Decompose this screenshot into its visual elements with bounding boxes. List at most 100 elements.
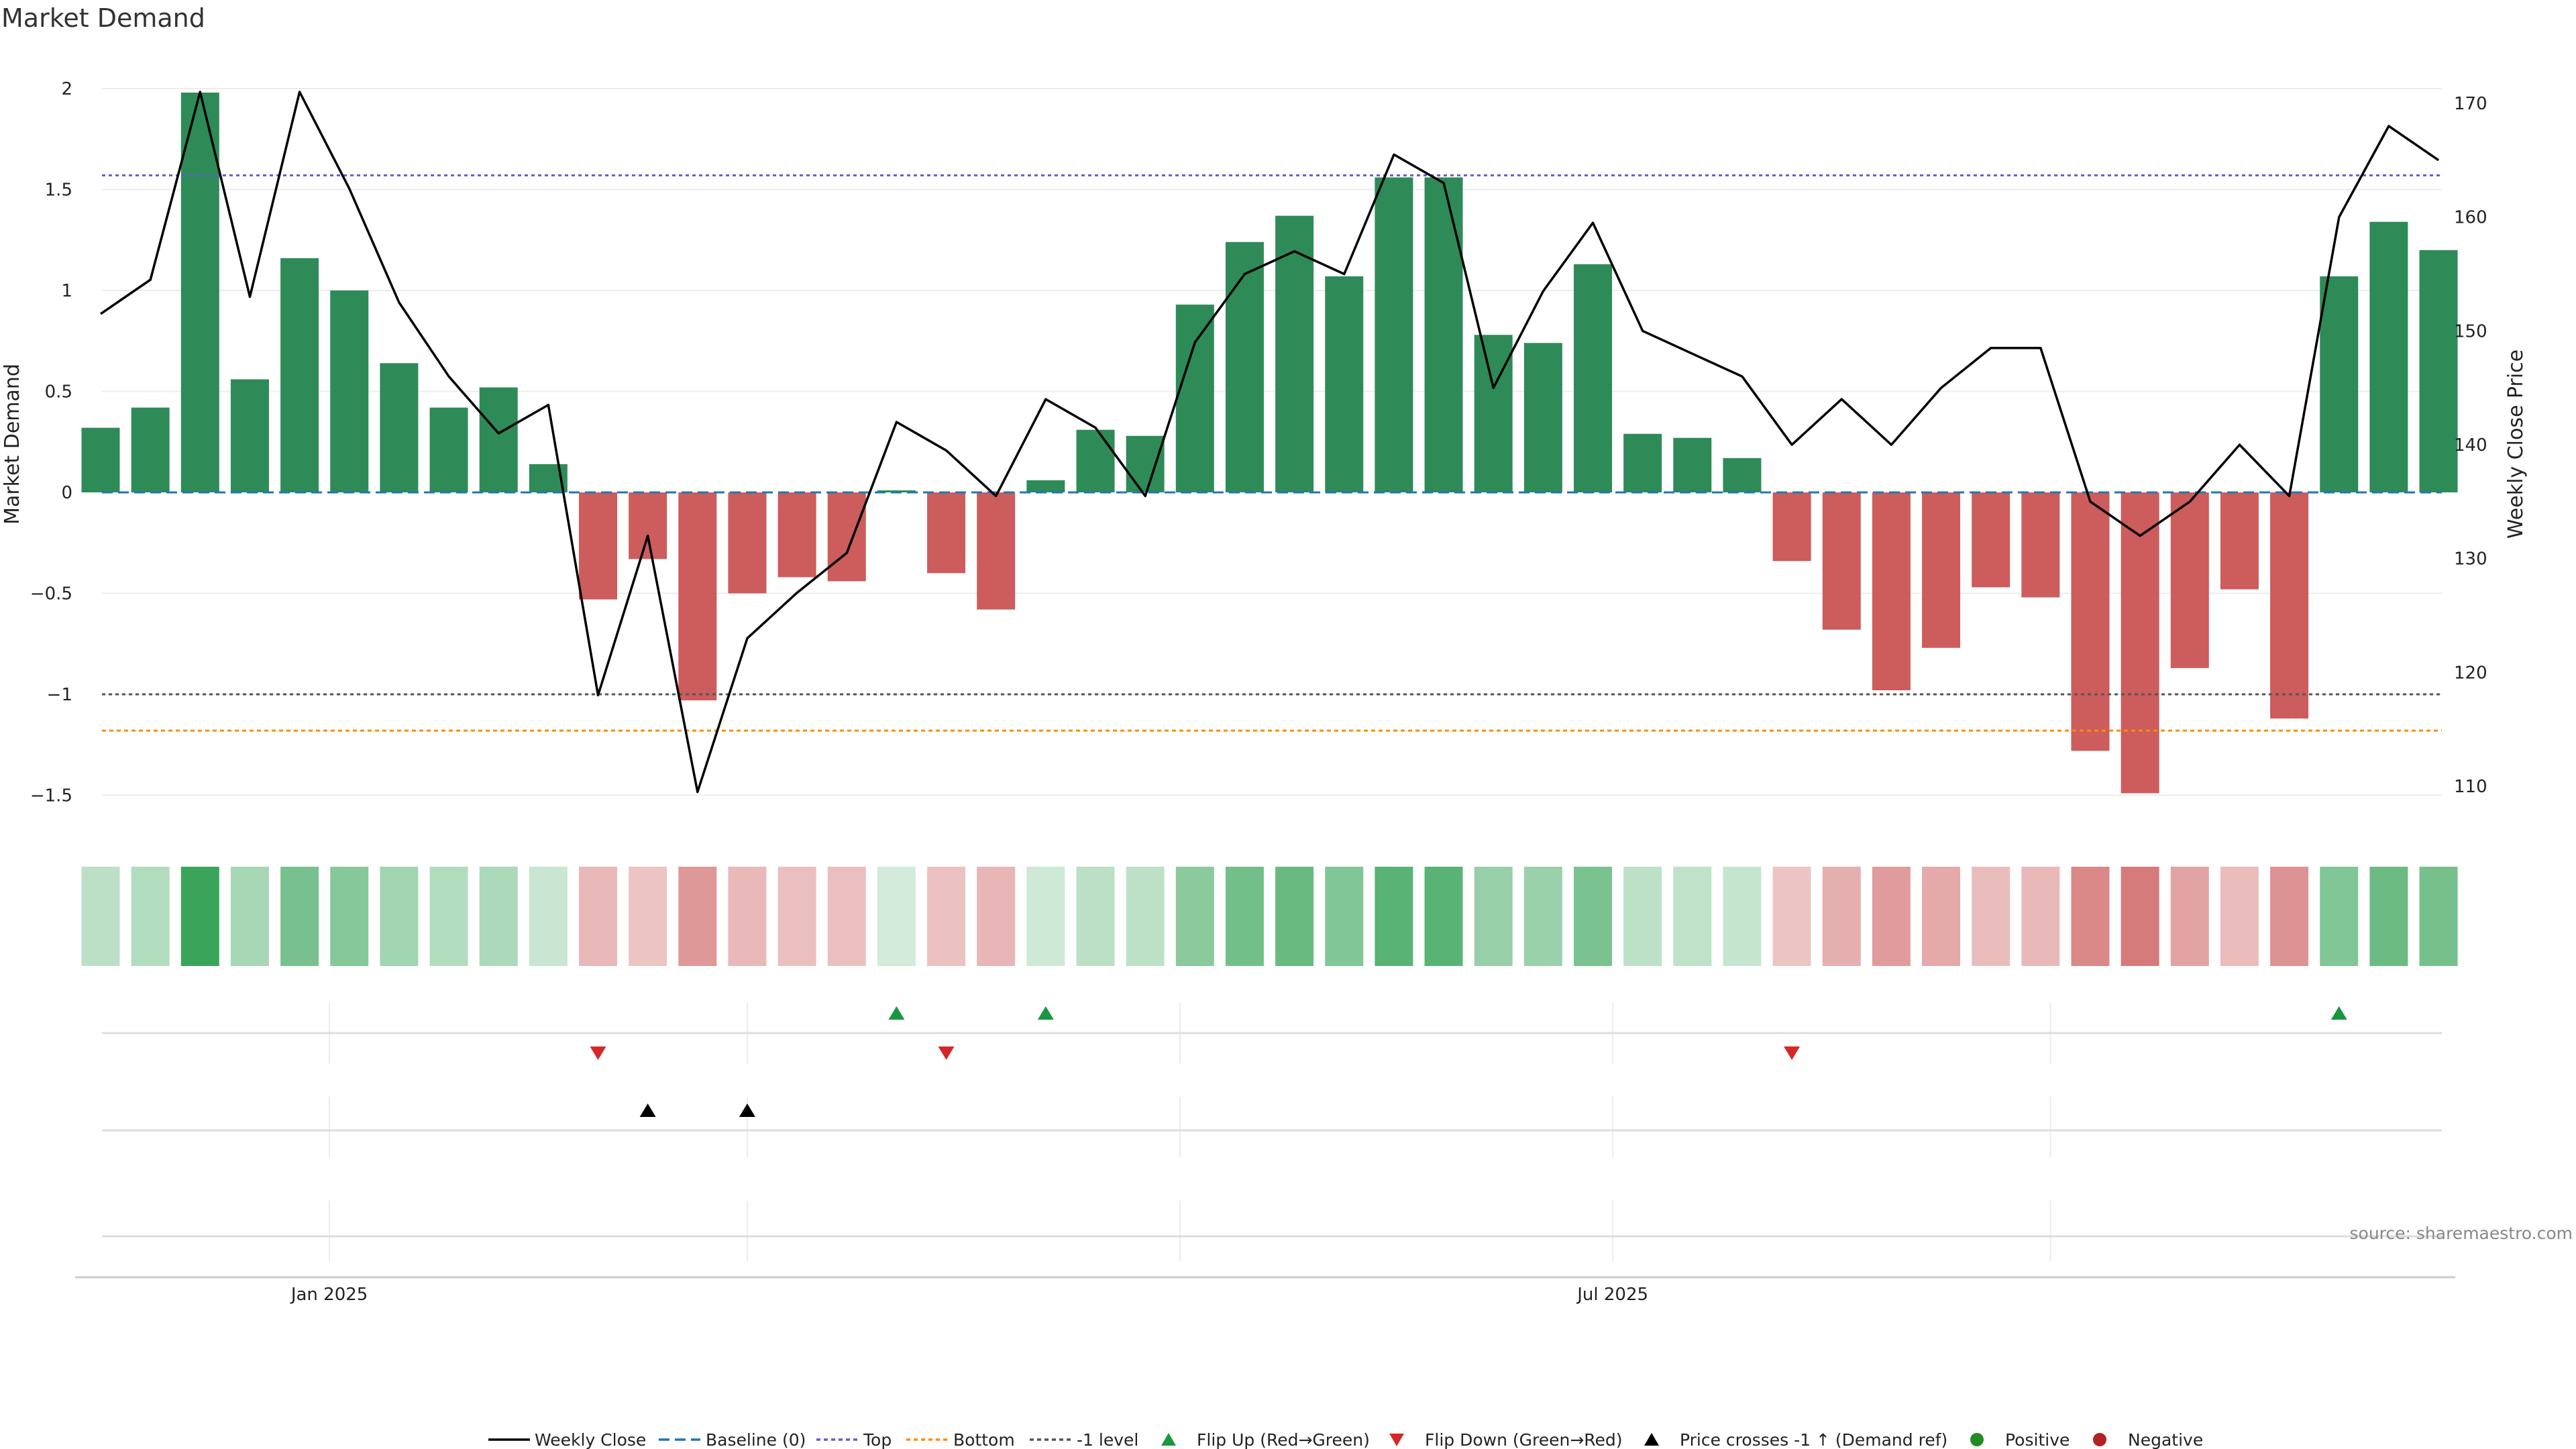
demand-heat-cell xyxy=(777,867,816,966)
chart-title: Market Demand xyxy=(1,3,205,33)
demand-heat-cell xyxy=(1026,867,1065,966)
y-tick-label-left: −0.5 xyxy=(30,584,72,604)
demand-bar xyxy=(1723,458,1762,492)
legend-label: Negative xyxy=(2128,1430,2203,1449)
demand-bar xyxy=(131,407,170,492)
demand-heat-cell xyxy=(579,867,617,966)
price-cross-panel xyxy=(102,1097,2442,1157)
flip-markers-panel xyxy=(102,1003,2442,1063)
y-axis-right: 170 160 150 140 130 120 110 xyxy=(2454,94,2487,797)
legend-label: Positive xyxy=(2005,1430,2070,1449)
flip-up-marker xyxy=(888,1006,905,1020)
demand-heat-cell xyxy=(1523,867,1562,966)
y-tick-label-right: 110 xyxy=(2454,777,2487,797)
demand-bar xyxy=(1076,429,1115,492)
x-tick-label: Jul 2025 xyxy=(1576,1285,1648,1305)
demand-bar xyxy=(777,492,816,578)
demand-heat-cell xyxy=(1175,867,1214,966)
demand-bar xyxy=(1375,177,1413,492)
legend-marker-down xyxy=(1389,1434,1404,1446)
x-axis: Jan 2025 Jul 2025 xyxy=(75,1276,2455,1305)
demand-heat-cell xyxy=(2170,867,2209,966)
demand-heat-cell xyxy=(927,867,966,966)
demand-heat-cell xyxy=(2419,867,2458,966)
legend-marker-up xyxy=(1161,1433,1176,1446)
legend-label: Price crosses -1 ↑ (Demand ref) xyxy=(1680,1430,1947,1449)
demand-heat-cell xyxy=(2021,867,2060,966)
demand-heat-cell xyxy=(1872,867,1911,966)
demand-heat-cell xyxy=(1076,867,1115,966)
demand-heat-cell xyxy=(529,867,568,966)
demand-bar xyxy=(1275,215,1314,492)
demand-heat-cell xyxy=(1723,867,1762,966)
demand-heat-cell xyxy=(1972,867,2010,966)
y-tick-label-right: 160 xyxy=(2454,208,2487,228)
sign-dot-panel xyxy=(102,1201,2442,1261)
demand-heat-cell xyxy=(2270,867,2309,966)
demand-heat-cell xyxy=(1922,867,1961,966)
demand-bar xyxy=(1225,241,1264,492)
demand-heat-cell xyxy=(2121,867,2159,966)
demand-bar xyxy=(1623,433,1662,492)
y-tick-label-left: 0 xyxy=(61,483,72,503)
demand-heat-cell xyxy=(429,867,468,966)
demand-heat-cell xyxy=(1822,867,1861,966)
x-tick-label: Jan 2025 xyxy=(290,1285,368,1305)
legend-label: -1 level xyxy=(1077,1430,1138,1449)
y-tick-label-right: 120 xyxy=(2454,663,2487,683)
legend-label: Weekly Close xyxy=(535,1430,646,1449)
demand-bar xyxy=(1424,177,1463,492)
demand-bar xyxy=(2071,492,2110,751)
demand-bar xyxy=(927,492,966,574)
demand-heat-cell xyxy=(180,867,219,966)
demand-heat-cell xyxy=(380,867,419,966)
demand-bar xyxy=(230,379,269,492)
demand-heat-cell xyxy=(1673,867,1712,966)
demand-bar xyxy=(1872,492,1911,690)
demand-bar xyxy=(180,93,219,492)
demand-heat-cell xyxy=(1574,867,1612,966)
demand-heat-cell xyxy=(2071,867,2110,966)
demand-heat-cell xyxy=(678,867,717,966)
demand-bar xyxy=(1325,276,1364,492)
demand-heat-cell xyxy=(1225,867,1264,966)
reference-lines xyxy=(102,174,2442,732)
demand-bar xyxy=(977,492,1016,610)
demand-bar xyxy=(2320,276,2359,492)
demand-heat-cell xyxy=(1325,867,1364,966)
y-axis-left-label: Market Demand xyxy=(1,364,24,525)
demand-bar xyxy=(1673,437,1712,492)
demand-heat-cell xyxy=(1275,867,1314,966)
demand-bar xyxy=(330,290,369,492)
demand-bar xyxy=(1822,492,1861,630)
demand-bar xyxy=(81,427,120,492)
y-tick-label-left: −1 xyxy=(47,685,72,705)
demand-bar xyxy=(629,492,667,559)
demand-bar xyxy=(579,492,617,600)
demand-bar xyxy=(1026,480,1065,492)
legend-marker-up xyxy=(1644,1433,1659,1446)
demand-heat-cell xyxy=(877,867,916,966)
y-axis-left: 2 1.5 1 0.5 0 −0.5 −1 −1.5 xyxy=(30,79,72,806)
demand-heat-cell xyxy=(479,867,518,966)
demand-bar xyxy=(479,387,518,492)
demand-heat-cell xyxy=(81,867,120,966)
demand-bar xyxy=(1126,435,1165,492)
y-tick-label-left: 1 xyxy=(61,281,72,301)
demand-bar xyxy=(2121,492,2159,794)
demand-bar xyxy=(827,492,866,582)
legend-label: Bottom xyxy=(953,1430,1015,1449)
flip-down-marker xyxy=(1784,1046,1801,1060)
legend-label: Top xyxy=(863,1430,892,1449)
y-tick-label-left: 0.5 xyxy=(45,382,72,402)
demand-heat-cell xyxy=(629,867,667,966)
demand-heat-cell xyxy=(1772,867,1811,966)
demand-heat-cell xyxy=(230,867,269,966)
y-tick-label-right: 150 xyxy=(2454,321,2487,341)
price-cross-marker xyxy=(739,1104,755,1117)
y-tick-label-right: 170 xyxy=(2454,94,2487,114)
demand-heat-cell xyxy=(1424,867,1463,966)
demand-bar xyxy=(678,492,717,701)
flip-up-marker xyxy=(1037,1006,1054,1020)
